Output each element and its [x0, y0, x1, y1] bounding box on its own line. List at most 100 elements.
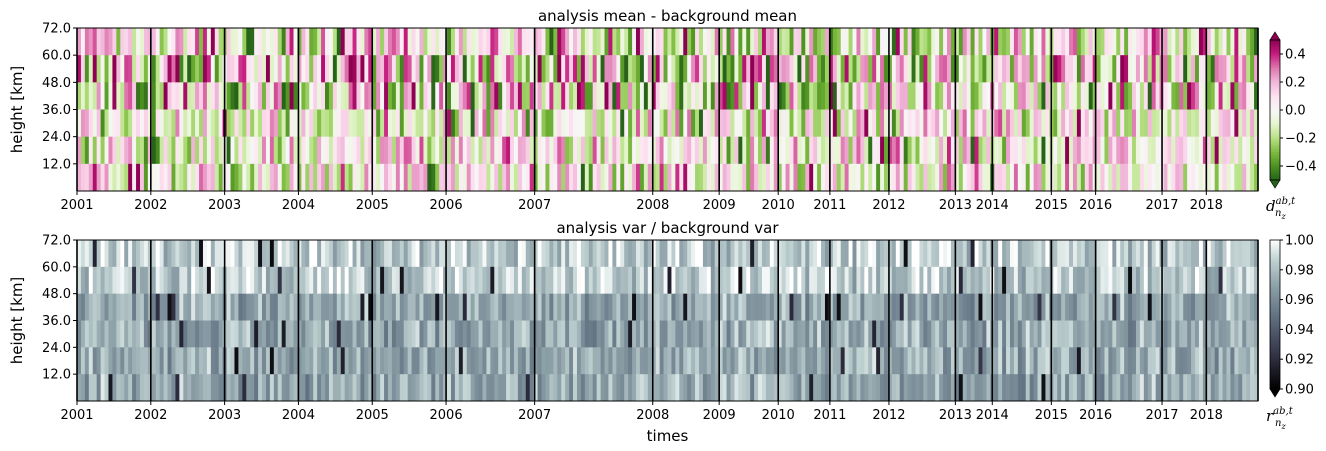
heatmap-cell: [120, 347, 125, 375]
heatmap-cell: [923, 82, 928, 110]
heatmap-cell: [151, 320, 157, 348]
heatmap-cell: [277, 374, 283, 402]
heatmap-cell: [919, 347, 924, 375]
heatmap-cell: [872, 266, 877, 295]
heatmap-cell: [187, 266, 192, 295]
heatmap-cell: [903, 347, 909, 375]
heatmap-cell: [230, 320, 236, 348]
heatmap-cell: [502, 293, 507, 321]
heatmap-cell: [750, 55, 755, 83]
heatmap-cell: [726, 136, 732, 165]
heatmap-cell: [1088, 347, 1094, 375]
heatmap-cell: [419, 55, 425, 83]
heatmap-cell: [950, 136, 956, 165]
heatmap-cell: [143, 109, 149, 138]
heatmap-cell: [183, 82, 188, 110]
heatmap-cell: [1155, 163, 1161, 192]
heatmap-cell: [880, 28, 885, 56]
colorbar-segment: [1270, 376, 1280, 380]
heatmap-cell: [1080, 163, 1086, 192]
heatmap-cell: [769, 293, 775, 321]
heatmap-cell: [490, 82, 495, 110]
heatmap-cell: [616, 266, 621, 295]
heatmap-cell: [368, 82, 373, 110]
heatmap-cell: [388, 28, 393, 56]
heatmap-cell: [1179, 136, 1184, 165]
heatmap-cell: [513, 293, 519, 321]
heatmap-cell: [1167, 240, 1172, 268]
heatmap-cell: [1025, 293, 1031, 321]
heatmap-cell: [1135, 82, 1141, 110]
heatmap-cell: [923, 347, 928, 375]
heatmap-cell: [714, 374, 720, 402]
heatmap-cell: [576, 82, 582, 110]
heatmap-cell: [1017, 55, 1023, 83]
heatmap-cell: [797, 109, 802, 138]
heatmap-cell: [667, 136, 673, 165]
heatmap-cell: [313, 374, 318, 402]
heatmap-cell: [616, 240, 621, 268]
heatmap-cell: [136, 266, 141, 295]
heatmap-cell: [454, 266, 460, 295]
heatmap-cell: [1013, 28, 1019, 56]
heatmap-cell: [907, 82, 913, 110]
heatmap-cell: [84, 293, 90, 321]
heatmap-cell: [1076, 109, 1082, 138]
heatmap-cell: [580, 109, 586, 138]
heatmap-cell: [116, 28, 121, 56]
heatmap-cell: [1053, 82, 1058, 110]
heatmap-cell: [84, 136, 90, 165]
heatmap-cell: [1076, 28, 1082, 56]
heatmap-cell: [612, 82, 617, 110]
heatmap-cell: [620, 374, 625, 402]
heatmap-cell: [395, 163, 401, 192]
heatmap-cell: [155, 82, 161, 110]
heatmap-cell: [352, 163, 358, 192]
heatmap-cell: [832, 293, 838, 321]
heatmap-cell: [1033, 320, 1039, 348]
colorbar-segment: [1270, 346, 1280, 350]
heatmap-cell: [1088, 240, 1094, 268]
heatmap-cell: [604, 347, 610, 375]
heatmap-cell: [805, 320, 810, 348]
x-tick-label: 2004: [282, 198, 315, 213]
heatmap-cell: [258, 109, 263, 138]
heatmap-cell: [545, 320, 550, 348]
heatmap-cell: [1238, 163, 1243, 192]
heatmap-cell: [230, 293, 236, 321]
heatmap-cell: [643, 163, 649, 192]
heatmap-cell: [789, 240, 795, 268]
heatmap-cell: [978, 240, 984, 268]
heatmap-cell: [285, 240, 291, 268]
heatmap-cell: [431, 320, 436, 348]
heatmap-cell: [273, 82, 279, 110]
heatmap-cell: [604, 266, 610, 295]
heatmap-cell: [254, 82, 259, 110]
colorbar-segment: [1270, 307, 1280, 311]
heatmap-cell: [1084, 163, 1090, 192]
heatmap-cell: [502, 240, 507, 268]
colorbar-symbol-sub: n: [1275, 208, 1281, 219]
heatmap-cell: [368, 374, 373, 402]
heatmap-cell: [1021, 347, 1027, 375]
heatmap-cell: [1238, 266, 1243, 295]
heatmap-cell: [884, 163, 889, 192]
heatmap-cell: [789, 163, 795, 192]
heatmap-cell: [998, 293, 1003, 321]
heatmap-cell: [604, 320, 610, 348]
heatmap-cell: [809, 347, 814, 375]
heatmap-cell: [915, 347, 921, 375]
heatmap-cell: [596, 240, 602, 268]
heatmap-cell: [1124, 136, 1129, 165]
heatmap-cell: [864, 136, 869, 165]
x-tick-label: 2007: [518, 408, 551, 423]
heatmap-cell: [1120, 320, 1125, 348]
heatmap-cell: [1041, 109, 1047, 138]
heatmap-cell: [458, 240, 464, 268]
heatmap-cell: [679, 320, 684, 348]
heatmap-cell: [454, 109, 460, 138]
heatmap-cell: [927, 109, 932, 138]
heatmap-cell: [202, 82, 208, 110]
heatmap-cell: [1242, 240, 1247, 268]
heatmap-cell: [419, 293, 425, 321]
